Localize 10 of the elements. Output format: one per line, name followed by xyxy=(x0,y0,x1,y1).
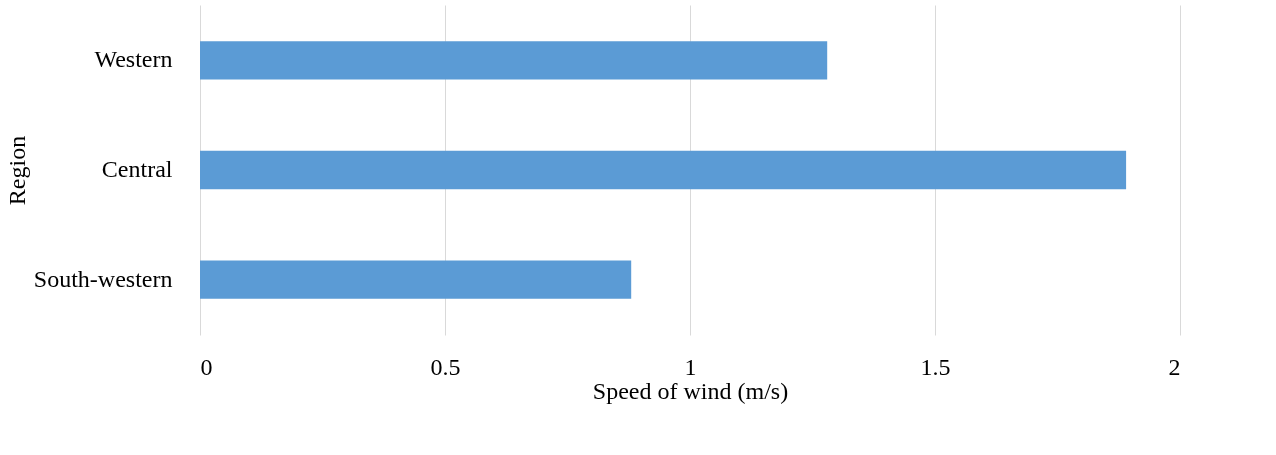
x-tick-label: 0.5 xyxy=(430,353,461,380)
y-tick-label: Western xyxy=(94,46,173,73)
y-tick-label: Central xyxy=(101,156,173,182)
x-tick-label: 2 xyxy=(1168,353,1181,380)
y-tick-label: South-western xyxy=(33,265,173,292)
x-tick-label: 1 xyxy=(684,353,697,380)
x-tick-label: 1.5 xyxy=(920,353,951,380)
y-axis-title: Region xyxy=(3,135,30,206)
x-tick-label: 0 xyxy=(200,353,213,380)
x-axis-title: Speed of wind (m/s) xyxy=(592,377,789,404)
